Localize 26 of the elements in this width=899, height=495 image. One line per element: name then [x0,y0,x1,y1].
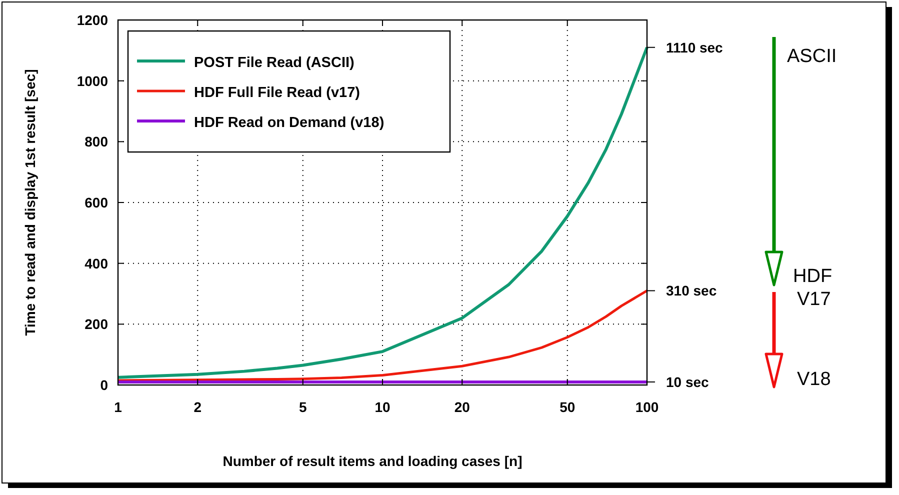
y-tick-label: 600 [84,194,108,210]
x-tick-label: 2 [194,399,202,415]
text: HDF [793,266,832,287]
legend-label: HDF Full File Read (v17) [194,85,360,101]
text: V18 [797,369,831,390]
y2-tick-label: 10 sec [666,374,710,390]
x-axis-title: Number of result items and loading cases [n] [222,453,522,469]
y-axis-title: Time to read and display 1st result [sec] [22,69,38,336]
x-tick-label: 5 [298,399,307,415]
y2-tick-label: 1110 sec [666,39,724,56]
x-tick-label: 10 [374,399,390,415]
legend-label: HDF Read on Demand (v18) [194,115,384,131]
text: ASCII [787,46,837,67]
x-tick-label: 20 [454,399,470,415]
text: V17 [797,289,831,310]
legend-label: POST File Read (ASCII) [194,55,354,71]
x-tick-label: 1 [114,399,122,415]
y-tick-label: 0 [100,377,108,393]
y-tick-label: 800 [84,134,108,150]
x-tick-label: 50 [560,399,576,415]
y-tick-label: 1000 [76,72,108,89]
y-tick-label: 400 [84,255,108,272]
y2-tick-label: 310 sec [666,282,717,299]
x-tick-label: 100 [635,399,659,415]
y-tick-label: 1200 [76,12,108,28]
y-tick-label: 200 [84,316,108,332]
